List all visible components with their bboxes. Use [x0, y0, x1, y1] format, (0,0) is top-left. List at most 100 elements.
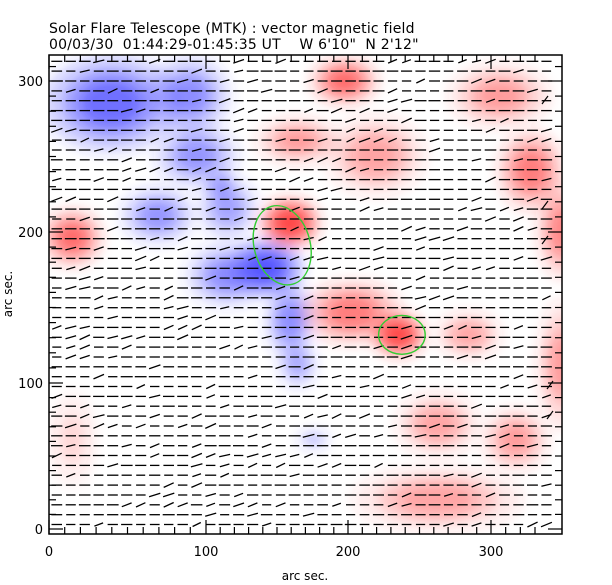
- y-tick-label: 100: [18, 377, 43, 392]
- field-vector: [359, 167, 370, 172]
- field-vector: [220, 306, 230, 310]
- field-vector: [191, 148, 202, 152]
- field-vector: [303, 413, 314, 419]
- field-vector: [176, 305, 189, 310]
- field-vector: [471, 335, 482, 340]
- field-vector: [317, 393, 328, 400]
- field-vector: [317, 462, 328, 468]
- positive-field-region: [476, 81, 523, 111]
- field-vector: [500, 117, 509, 123]
- field-vector: [163, 482, 174, 488]
- x-tick-label: 200: [336, 545, 361, 560]
- field-vector: [513, 158, 524, 162]
- field-vector: [274, 305, 287, 310]
- field-vector: [332, 433, 342, 439]
- field-vector: [135, 502, 146, 508]
- field-vector: [443, 324, 454, 330]
- chart-subtitle: 00/03/30 01:44:29-01:45:35 UT W 6'10" N …: [49, 37, 419, 53]
- field-vector: [78, 275, 91, 281]
- field-vector: [289, 256, 300, 261]
- negative-field-region: [140, 202, 175, 229]
- field-vector: [219, 404, 230, 409]
- field-vector: [205, 452, 216, 459]
- field-vector: [261, 522, 272, 527]
- field-vector: [471, 522, 482, 527]
- field-vector: [106, 226, 119, 232]
- field-vector: [527, 384, 538, 389]
- field-vector: [191, 452, 203, 459]
- negative-field-region: [278, 301, 302, 339]
- field-vector: [122, 177, 132, 182]
- field-vector: [456, 354, 469, 360]
- field-vector: [485, 344, 496, 350]
- field-vector: [387, 502, 398, 508]
- field-vector: [512, 216, 524, 222]
- field-vector: [233, 325, 244, 330]
- field-vector: [470, 78, 483, 84]
- x-tick-label: 300: [479, 545, 504, 560]
- field-vector: [442, 236, 455, 242]
- field-vector: [190, 463, 203, 468]
- field-vector: [289, 276, 300, 281]
- field-vector: [374, 462, 383, 468]
- field-vector: [191, 187, 202, 192]
- field-vector: [485, 492, 496, 498]
- field-vector: [65, 325, 77, 330]
- field-vector: [331, 413, 342, 419]
- field-vector: [373, 127, 384, 133]
- field-vector: [51, 452, 62, 459]
- field-vector: [540, 256, 553, 261]
- field-vector: [290, 226, 299, 232]
- field-vector: [275, 364, 286, 370]
- field-vector: [317, 197, 329, 202]
- field-vector: [415, 246, 426, 251]
- field-vector: [192, 167, 202, 173]
- field-vector: [275, 502, 286, 508]
- field-vector: [176, 78, 189, 84]
- field-vector: [107, 88, 118, 94]
- field-vector: [65, 196, 77, 203]
- field-vector: [416, 394, 426, 399]
- field-vector: [50, 127, 63, 133]
- field-vector: [331, 374, 342, 379]
- field-vector: [66, 472, 76, 478]
- field-vector: [359, 384, 370, 389]
- field-vector: [93, 59, 105, 64]
- field-vector: [65, 88, 76, 93]
- y-axis-title: arc sec.: [1, 271, 15, 317]
- field-vector: [331, 305, 343, 310]
- field-vector: [428, 147, 441, 153]
- field-vector: [108, 355, 118, 359]
- field-vector: [136, 384, 146, 390]
- field-vector: [66, 345, 76, 350]
- field-vector: [205, 422, 217, 429]
- field-vector: [457, 206, 468, 212]
- field-vector: [541, 483, 552, 487]
- field-vector: [163, 501, 174, 508]
- field-vector: [121, 285, 132, 291]
- positive-field-region: [550, 208, 562, 253]
- field-vector: [121, 335, 133, 340]
- field-vector: [387, 88, 398, 94]
- field-vector: [233, 285, 244, 291]
- vector-field-layer: [50, 58, 554, 528]
- field-vector: [190, 128, 203, 133]
- field-vector: [219, 246, 230, 251]
- field-vector: [164, 285, 174, 291]
- negative-field-region: [288, 353, 307, 376]
- field-vector: [233, 58, 245, 64]
- field-vector: [527, 226, 538, 231]
- field-vector: [400, 354, 413, 360]
- field-vector: [499, 424, 510, 428]
- field-vector: [218, 97, 231, 104]
- field-vector: [233, 502, 245, 508]
- field-vector: [499, 443, 510, 449]
- field-vector: [247, 462, 258, 469]
- field-vector: [247, 197, 258, 202]
- field-vector: [359, 206, 370, 212]
- field-vector: [302, 512, 315, 517]
- field-vector: [358, 413, 371, 419]
- field-vector: [135, 167, 147, 172]
- field-vector: [400, 98, 413, 103]
- field-vector: [177, 502, 188, 508]
